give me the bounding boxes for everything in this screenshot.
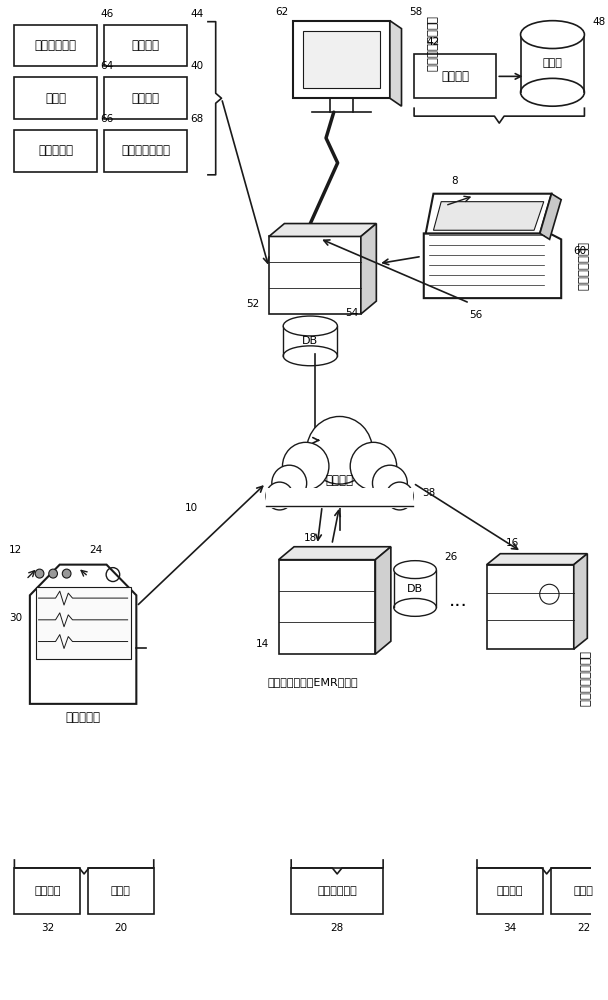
Text: 58: 58	[409, 7, 423, 17]
Text: 48: 48	[592, 17, 606, 27]
Bar	[36, 587, 131, 659]
Text: 再生模块: 再生模块	[131, 39, 159, 52]
Ellipse shape	[394, 561, 437, 579]
Text: 64: 64	[100, 61, 114, 71]
Text: 42: 42	[427, 37, 440, 47]
Text: 16: 16	[506, 538, 519, 548]
Polygon shape	[293, 21, 390, 98]
Text: 34: 34	[503, 923, 517, 933]
Bar	[15, 130, 97, 172]
Text: 54: 54	[345, 308, 358, 318]
Circle shape	[49, 569, 58, 578]
Polygon shape	[278, 560, 375, 654]
Polygon shape	[278, 547, 391, 560]
Text: 用户输入设备: 用户输入设备	[317, 886, 357, 896]
Text: 18: 18	[304, 533, 317, 543]
Bar	[291, 868, 383, 914]
Polygon shape	[574, 554, 587, 649]
Circle shape	[373, 465, 407, 501]
Text: 数据库: 数据库	[542, 58, 562, 68]
Text: 警报模块: 警报模块	[131, 92, 159, 105]
Text: 24: 24	[89, 545, 103, 555]
Polygon shape	[434, 202, 544, 230]
Text: 结果分析模块: 结果分析模块	[35, 39, 77, 52]
Text: 10: 10	[185, 503, 198, 513]
Text: 52: 52	[246, 299, 259, 309]
Circle shape	[62, 569, 71, 578]
Text: 患者监视器: 患者监视器	[66, 711, 100, 724]
Bar	[414, 54, 496, 98]
Text: 56: 56	[469, 310, 483, 320]
Polygon shape	[424, 233, 561, 298]
Text: 采集模块: 采集模块	[441, 70, 469, 83]
Bar	[266, 488, 413, 508]
Circle shape	[266, 482, 293, 510]
Bar	[105, 77, 187, 119]
Text: 临床决策支持系统: 临床决策支持系统	[577, 651, 590, 707]
Polygon shape	[426, 194, 551, 233]
Text: 警报模块: 警报模块	[34, 886, 61, 896]
Bar	[15, 77, 97, 119]
Text: 46: 46	[100, 9, 114, 19]
Text: 12: 12	[9, 545, 22, 555]
Bar	[105, 130, 187, 172]
Circle shape	[386, 482, 413, 510]
Circle shape	[306, 416, 373, 484]
Text: 44: 44	[190, 9, 204, 19]
Text: 通信网络: 通信网络	[325, 474, 354, 487]
Circle shape	[35, 569, 44, 578]
Bar	[105, 25, 187, 66]
Text: 传感器: 传感器	[111, 886, 131, 896]
Text: 60: 60	[573, 246, 586, 256]
Text: 38: 38	[422, 488, 435, 498]
Ellipse shape	[520, 21, 584, 49]
Polygon shape	[375, 547, 391, 654]
Polygon shape	[269, 224, 376, 236]
Text: 警报模块: 警报模块	[497, 886, 523, 896]
Text: ···: ···	[449, 597, 468, 616]
Polygon shape	[390, 21, 401, 106]
Text: 电子医学记录（EMR）系统: 电子医学记录（EMR）系统	[267, 677, 358, 687]
Circle shape	[283, 442, 329, 490]
Circle shape	[350, 442, 396, 490]
Text: 临床数据处理系统: 临床数据处理系统	[424, 16, 437, 72]
Polygon shape	[30, 565, 136, 704]
Text: 程序存储器: 程序存储器	[38, 144, 73, 157]
Text: 62: 62	[275, 7, 289, 17]
Text: 处理器: 处理器	[573, 886, 593, 896]
Polygon shape	[486, 554, 587, 565]
Text: 22: 22	[577, 923, 590, 933]
Polygon shape	[303, 31, 380, 88]
Polygon shape	[269, 236, 361, 314]
Text: 26: 26	[444, 552, 457, 562]
Text: DB: DB	[302, 336, 319, 346]
Bar	[88, 868, 154, 914]
Text: 28: 28	[331, 923, 344, 933]
Text: 68: 68	[190, 114, 204, 124]
Bar	[15, 868, 80, 914]
Text: 处理器: 处理器	[45, 92, 66, 105]
Text: 30: 30	[9, 613, 22, 623]
Polygon shape	[486, 565, 574, 649]
Text: DB: DB	[407, 584, 423, 594]
Text: 40: 40	[190, 61, 204, 71]
Text: 32: 32	[41, 923, 54, 933]
Bar	[15, 25, 97, 66]
Circle shape	[272, 465, 306, 501]
Text: 66: 66	[100, 114, 114, 124]
Text: 8: 8	[451, 176, 458, 186]
Polygon shape	[361, 224, 376, 314]
Text: 14: 14	[256, 639, 269, 649]
Bar	[551, 868, 608, 914]
Polygon shape	[540, 194, 561, 239]
Text: 移动数据记录器: 移动数据记录器	[575, 242, 588, 291]
Bar	[477, 868, 543, 914]
Ellipse shape	[283, 316, 337, 336]
Text: 存储设备存储器: 存储设备存储器	[121, 144, 170, 157]
Text: 20: 20	[114, 923, 128, 933]
